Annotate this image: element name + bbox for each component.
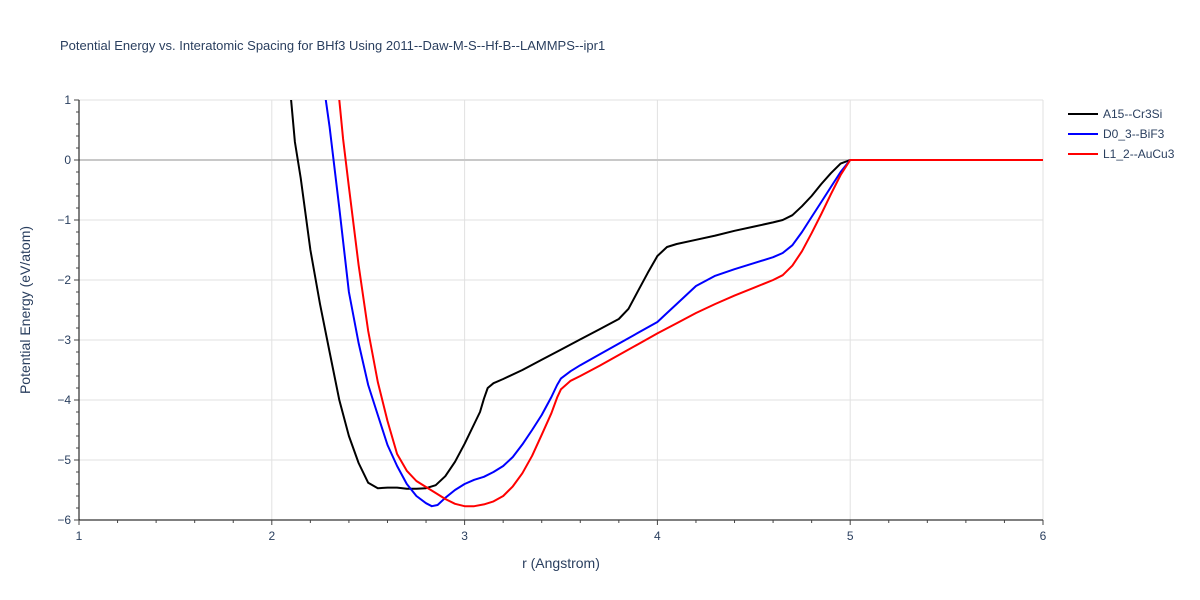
y-tick-label: −2 — [57, 273, 71, 287]
series-lines — [290, 100, 1043, 508]
y-tick-label: −1 — [57, 213, 71, 227]
y-tick-label: 0 — [64, 153, 71, 167]
legend-item-D0_3--BiF3[interactable]: D0_3--BiF3 — [1068, 127, 1165, 141]
series-line-L1_2--AuCu3 — [338, 100, 1043, 508]
legend-label: D0_3--BiF3 — [1103, 127, 1165, 141]
x-tick-label: 4 — [654, 529, 661, 543]
y-tick-label: −5 — [57, 453, 71, 467]
chart-title: Potential Energy vs. Interatomic Spacing… — [60, 38, 605, 53]
y-tick-label: −3 — [57, 333, 71, 347]
x-tick-label: 1 — [76, 529, 83, 543]
legend-label: A15--Cr3Si — [1103, 107, 1162, 121]
x-tick-label: 3 — [461, 529, 468, 543]
tick-labels: 1 2 3 4 5 6 1 0 −1 −2 −3 −4 −5 −6 — [57, 93, 1046, 543]
x-tick-label: 6 — [1040, 529, 1047, 543]
legend-label: L1_2--AuCu3 — [1103, 147, 1175, 161]
x-tick-label: 5 — [847, 529, 854, 543]
x-tick-label: 2 — [268, 529, 275, 543]
x-axis-title: r (Angstrom) — [522, 555, 600, 571]
axes — [74, 99, 1044, 525]
series-line-D0_3--BiF3 — [324, 100, 1043, 508]
gridlines — [79, 99, 1044, 520]
y-tick-label: −4 — [57, 393, 71, 407]
y-axis-title: Potential Energy (eV/atom) — [17, 226, 33, 394]
y-tick-label: 1 — [64, 93, 71, 107]
y-tick-label: −6 — [57, 513, 71, 527]
legend[interactable]: A15--Cr3Si D0_3--BiF3 L1_2--AuCu3 — [1068, 107, 1175, 161]
legend-item-A15--Cr3Si[interactable]: A15--Cr3Si — [1068, 107, 1162, 121]
legend-item-L1_2--AuCu3[interactable]: L1_2--AuCu3 — [1068, 147, 1175, 161]
series-line-A15--Cr3Si — [290, 100, 1043, 490]
